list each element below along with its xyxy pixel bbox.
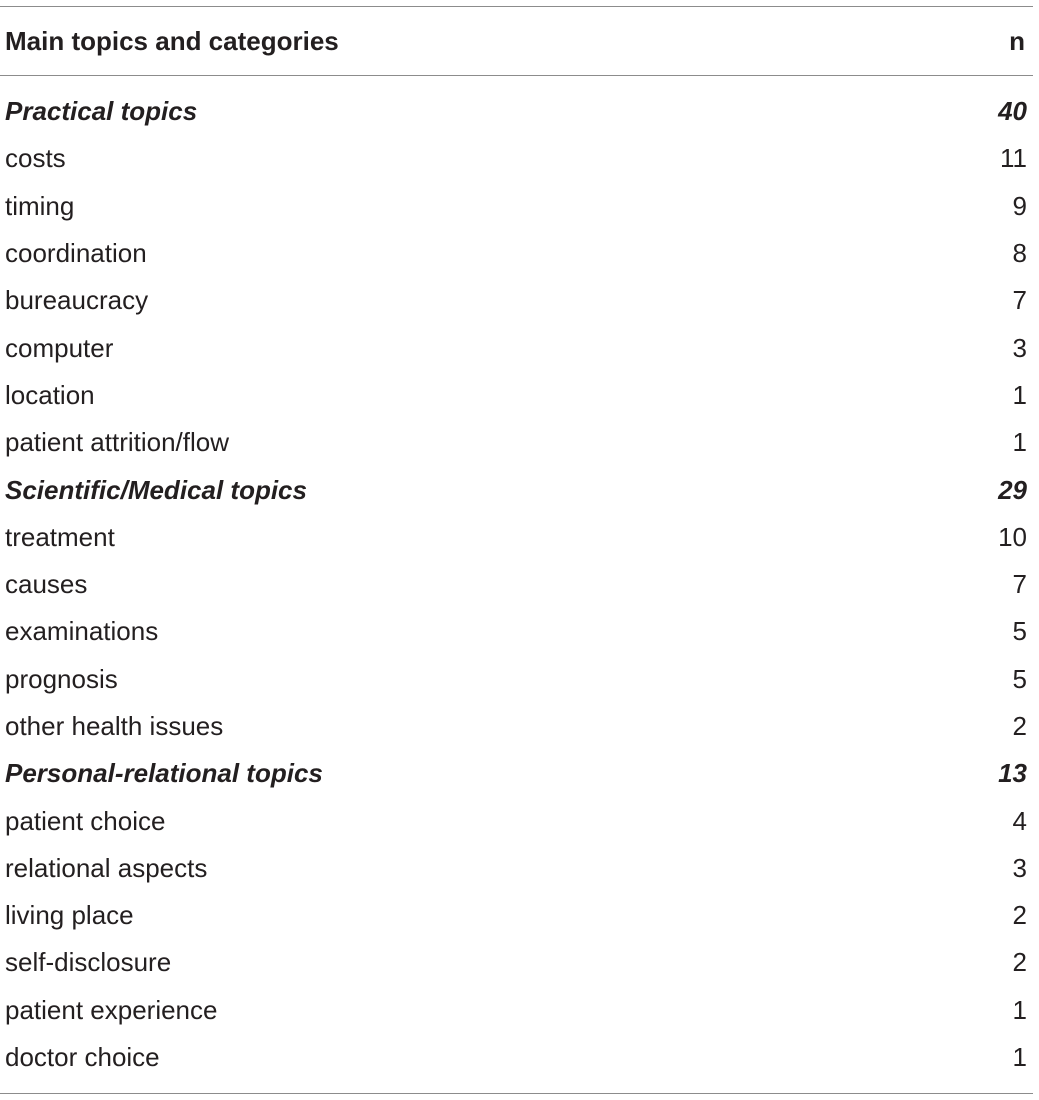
category-label: coordination (5, 238, 147, 269)
category-count: 7 (1012, 285, 1027, 316)
category-count: 2 (1012, 900, 1027, 931)
table-row: causes 7 (0, 561, 1033, 608)
table-row: relational aspects 3 (0, 845, 1033, 892)
category-label: doctor choice (5, 1042, 160, 1073)
category-label: living place (5, 900, 134, 931)
category-label: other health issues (5, 711, 224, 741)
category-label: timing (5, 190, 75, 221)
category-label: patient experience (5, 994, 218, 1025)
category-count: 11 (1000, 143, 1027, 174)
category-count: 3 (1012, 852, 1027, 883)
category-label: prognosis (5, 663, 118, 694)
section-count: 29 (998, 474, 1027, 505)
table-row: location 1 (0, 372, 1033, 419)
table-row: bureaucracy 7 (0, 277, 1033, 324)
table-row: patient choice 4 (0, 797, 1033, 844)
category-count: 2 (1012, 711, 1027, 741)
category-count: 9 (1012, 190, 1027, 221)
category-count: 1 (1012, 379, 1027, 410)
section-title: Personal-relational topics (5, 758, 323, 789)
section-count: 13 (998, 758, 1027, 789)
section-row-personal-relational: Personal-relational topics 13 (0, 750, 1033, 797)
table-row: examinations 5 (0, 608, 1033, 655)
category-count: 4 (1012, 805, 1027, 836)
category-label: patient attrition/flow (5, 427, 230, 458)
table-row: prognosis 5 (0, 656, 1033, 703)
category-label: relational aspects (5, 852, 208, 883)
table-row: timing 9 (0, 183, 1033, 230)
category-label: self-disclosure (5, 947, 172, 978)
table-row: computer 3 (0, 324, 1033, 371)
table-bottom-rule (0, 1093, 1033, 1094)
section-count: 40 (998, 96, 1027, 127)
table-row: self-disclosure 2 (0, 939, 1033, 986)
table-top-rule (0, 6, 1033, 7)
section-row-scientific-medical: Scientific/Medical topics 29 (0, 466, 1033, 513)
category-label: computer (5, 332, 114, 363)
category-count: 10 (998, 521, 1027, 552)
category-label: patient choice (5, 805, 166, 836)
header-topic-label: Main topics and categories (5, 25, 339, 56)
category-label: bureaucracy (5, 285, 149, 316)
category-label: location (5, 379, 95, 410)
category-label: costs (5, 143, 66, 174)
table-header-rule (0, 75, 1033, 76)
table-row: patient experience 1 (0, 987, 1033, 1034)
section-title: Scientific/Medical topics (5, 474, 307, 505)
category-count: 1 (1012, 427, 1027, 458)
table-row: other health issues 2 (0, 703, 1033, 750)
category-count: 5 (1012, 663, 1027, 694)
table-row: costs 11 (0, 135, 1033, 182)
table-row: treatment 10 (0, 514, 1033, 561)
category-count: 7 (1012, 569, 1027, 600)
category-label: causes (5, 569, 88, 600)
category-label: treatment (5, 521, 115, 552)
section-title: Practical topics (5, 96, 198, 127)
category-count: 8 (1012, 238, 1027, 269)
category-label: examinations (5, 616, 159, 647)
category-count: 1 (1012, 1042, 1027, 1073)
table-body: Practical topics 40 costs 11 timing 9 co… (0, 88, 1033, 1081)
table-row: coordination 8 (0, 230, 1033, 277)
category-count: 2 (1012, 947, 1027, 978)
table-row: patient attrition/flow 1 (0, 419, 1033, 466)
table-header-row: Main topics and categories n (0, 6, 1033, 76)
category-count: 5 (1012, 616, 1027, 647)
table-row: living place 2 (0, 892, 1033, 939)
category-count: 3 (1012, 332, 1027, 363)
category-count: 1 (1012, 994, 1027, 1025)
section-row-practical: Practical topics 40 (0, 88, 1033, 135)
header-n-label: n (1009, 25, 1025, 56)
table-row: doctor choice 1 (0, 1034, 1033, 1081)
